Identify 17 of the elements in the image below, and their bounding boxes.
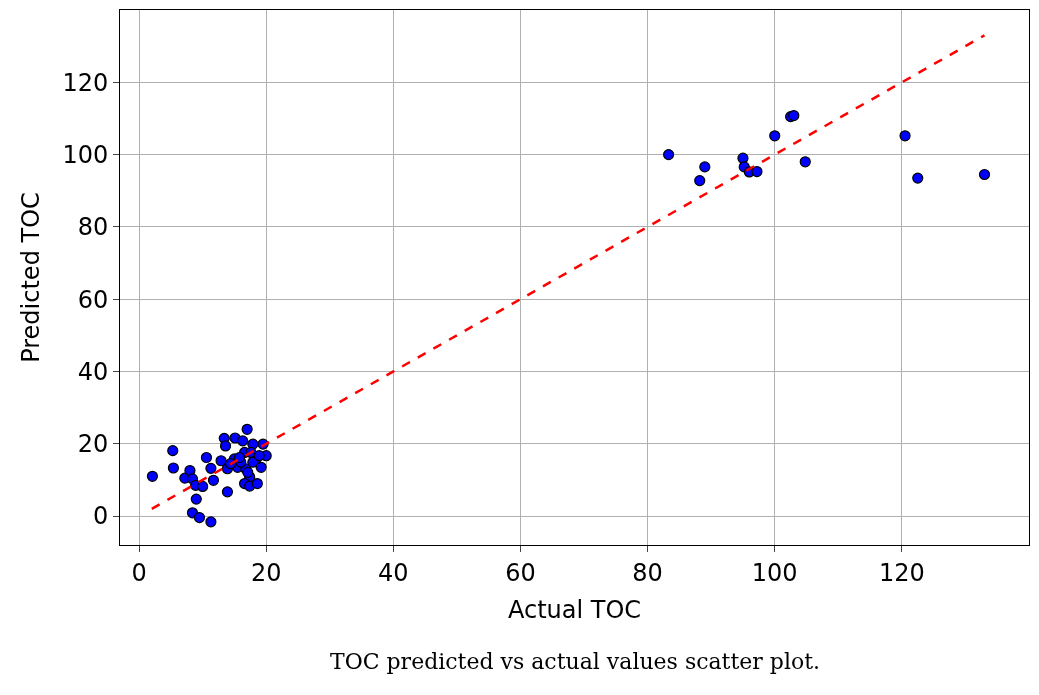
- x-tick-label: 40: [378, 558, 409, 587]
- x-tick-label: 120: [878, 558, 925, 587]
- text: TOC predicted vs actual values scatter plot.: [330, 649, 821, 674]
- y-tick-label: 80: [77, 213, 109, 242]
- x-tick-label: 60: [505, 558, 536, 587]
- x-tick-label: 0: [131, 558, 147, 587]
- y-tick-label: 40: [77, 357, 109, 386]
- y-tick-label: 120: [62, 68, 109, 97]
- y-tick-label: 100: [62, 140, 109, 169]
- y-tick-label: 20: [77, 430, 109, 459]
- y-tick-label: 0: [92, 502, 109, 531]
- x-tick-label: 20: [250, 558, 282, 587]
- x-tick-label: 100: [751, 558, 798, 587]
- y-tick-label: 60: [77, 285, 109, 314]
- y-axis-title: Predicted TOC: [17, 192, 46, 363]
- x-axis-title: Actual TOC: [507, 596, 642, 625]
- x-tick-label: 80: [632, 558, 663, 587]
